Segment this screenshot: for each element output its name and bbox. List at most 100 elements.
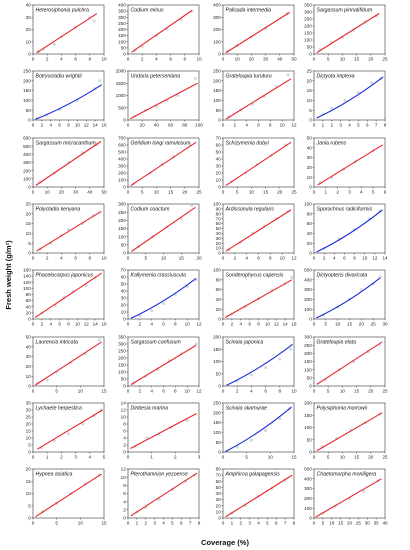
panel-title: Chaetomorpha moniligera: [317, 472, 377, 478]
fit-line: [225, 78, 292, 120]
data-point: [330, 106, 334, 110]
x-tick-label: 25: [382, 56, 388, 61]
y-tick-label: 70: [121, 268, 127, 273]
y-tick-label: 50: [26, 335, 32, 340]
y-tick-label: 150: [213, 420, 221, 425]
x-tick-label: 10: [335, 321, 341, 326]
x-tick-label: 8: [269, 122, 272, 127]
x-tick-label: 15: [168, 189, 174, 194]
y-tick-label: 15: [26, 479, 32, 484]
x-tick-label: 8: [257, 321, 260, 326]
y-tick-label: 0: [218, 317, 221, 322]
x-tick-label: 15: [354, 454, 360, 459]
y-tick-label: 100: [118, 234, 126, 239]
fit-curve: [226, 343, 293, 386]
y-tick-label: 8: [123, 483, 126, 488]
x-tick-label: 0: [32, 454, 35, 459]
x-tick-label: 6: [248, 321, 251, 326]
x-tick-label: 4: [150, 321, 153, 326]
y-tick-label: 0: [123, 118, 126, 123]
x-tick-label: 8: [353, 255, 356, 260]
y-tick-label: 0: [28, 118, 31, 123]
plot-frame: [222, 468, 295, 519]
x-tick-label: 1: [231, 520, 234, 525]
y-tick-label: 20: [307, 241, 313, 246]
y-tick-label: 20: [307, 78, 313, 83]
y-tick-label: 30: [307, 155, 313, 160]
x-tick-label: 10: [75, 122, 81, 127]
fit-line: [129, 82, 198, 120]
chart-panel: 0 10 20 30 40 50 0 100 200 300 400 Palisada interme…: [213, 3, 297, 62]
x-tick-label: 15: [291, 454, 297, 459]
panel-title: Dictyopteris divaricata: [317, 273, 368, 279]
x-tick-label: 2: [323, 255, 326, 260]
y-tick-label: 0: [218, 516, 221, 521]
y-tick-label: 15: [26, 429, 32, 434]
y-tick-label: 50: [216, 108, 222, 113]
y-tick-label: 50: [307, 437, 313, 442]
chart-panel: 0 2 4 6 8 10 12 0 50 100 150 200 250 300 350 Sargassum …: [118, 335, 202, 394]
x-tick-label: 10: [78, 388, 84, 393]
x-tick-label: 0: [222, 321, 225, 326]
x-tick-label: 8: [89, 56, 92, 61]
data-point: [66, 432, 71, 436]
panel-title: Amphiroa galapagensis: [225, 472, 281, 478]
plot-frame: [313, 336, 386, 387]
plot-frame: [313, 70, 386, 121]
x-tick-label: 6: [264, 388, 267, 393]
x-tick-label: 2: [46, 56, 49, 61]
x-tick-label: 4: [333, 255, 336, 260]
y-tick-label: 60: [216, 143, 222, 148]
plot-frame: [313, 4, 386, 55]
y-tick-label: 300: [304, 486, 312, 491]
x-tick-label: 4: [348, 122, 351, 127]
y-tick-label: 300: [118, 202, 126, 207]
x-tick-label: 8: [67, 122, 70, 127]
x-tick-label: 0: [313, 454, 316, 459]
fit-line: [315, 478, 382, 518]
panel-title: Kallymenia crassiuscula: [131, 273, 186, 279]
y-tick-label: 50: [121, 377, 127, 382]
y-tick-label: 0: [28, 450, 31, 455]
panel-title: Laurencia intricata: [36, 340, 79, 346]
x-tick-label: 1: [322, 122, 325, 127]
y-tick-label: 200: [213, 410, 221, 415]
fit-line: [36, 13, 98, 54]
x-tick-label: 5: [327, 56, 330, 61]
plot-frame: [127, 70, 200, 121]
y-tick-label: 250: [118, 21, 126, 26]
x-tick-label: 12: [291, 255, 297, 260]
y-tick-label: 40: [26, 344, 32, 349]
y-tick-label: 4: [123, 436, 126, 441]
x-tick-label: 6: [366, 122, 369, 127]
x-tick-label: 5: [372, 189, 375, 194]
x-tick-label: 2: [236, 388, 239, 393]
fit-curve: [316, 76, 384, 119]
y-tick-label: 0: [123, 516, 126, 521]
y-tick-label: 30: [216, 236, 222, 241]
chart-panel: 0 10 20 30 40 500100200300400500600Sargassum …: [23, 136, 107, 195]
y-tick-label: 100: [23, 286, 31, 291]
x-tick-label: 25: [291, 189, 297, 194]
y-tick-label: 20: [216, 307, 222, 312]
data-point: [92, 19, 96, 23]
x-tick-label: 20: [196, 255, 202, 260]
panel-title: Sargassum confusum: [131, 340, 182, 346]
x-tick-label: 2: [139, 388, 142, 393]
y-tick-label: 100: [213, 430, 221, 435]
y-tick-label: 200: [304, 297, 312, 302]
y-tick-label: 50: [307, 375, 313, 380]
y-tick-label: 2000: [116, 69, 127, 74]
y-tick-label: 70: [216, 216, 222, 221]
panel-title: Phacelocarpus japonicus: [36, 273, 94, 279]
x-tick-label: 12: [84, 122, 90, 127]
y-tick-label: 20: [216, 241, 222, 246]
y-tick-label: 300: [304, 287, 312, 292]
x-tick-label: 4: [250, 388, 253, 393]
data-point: [81, 422, 85, 426]
chart-panel: 0 2 4 6 8 10 12 14 0 20 40 60 80 100 Sporochnus radici…: [304, 202, 388, 261]
x-tick-label: 8: [89, 255, 92, 260]
